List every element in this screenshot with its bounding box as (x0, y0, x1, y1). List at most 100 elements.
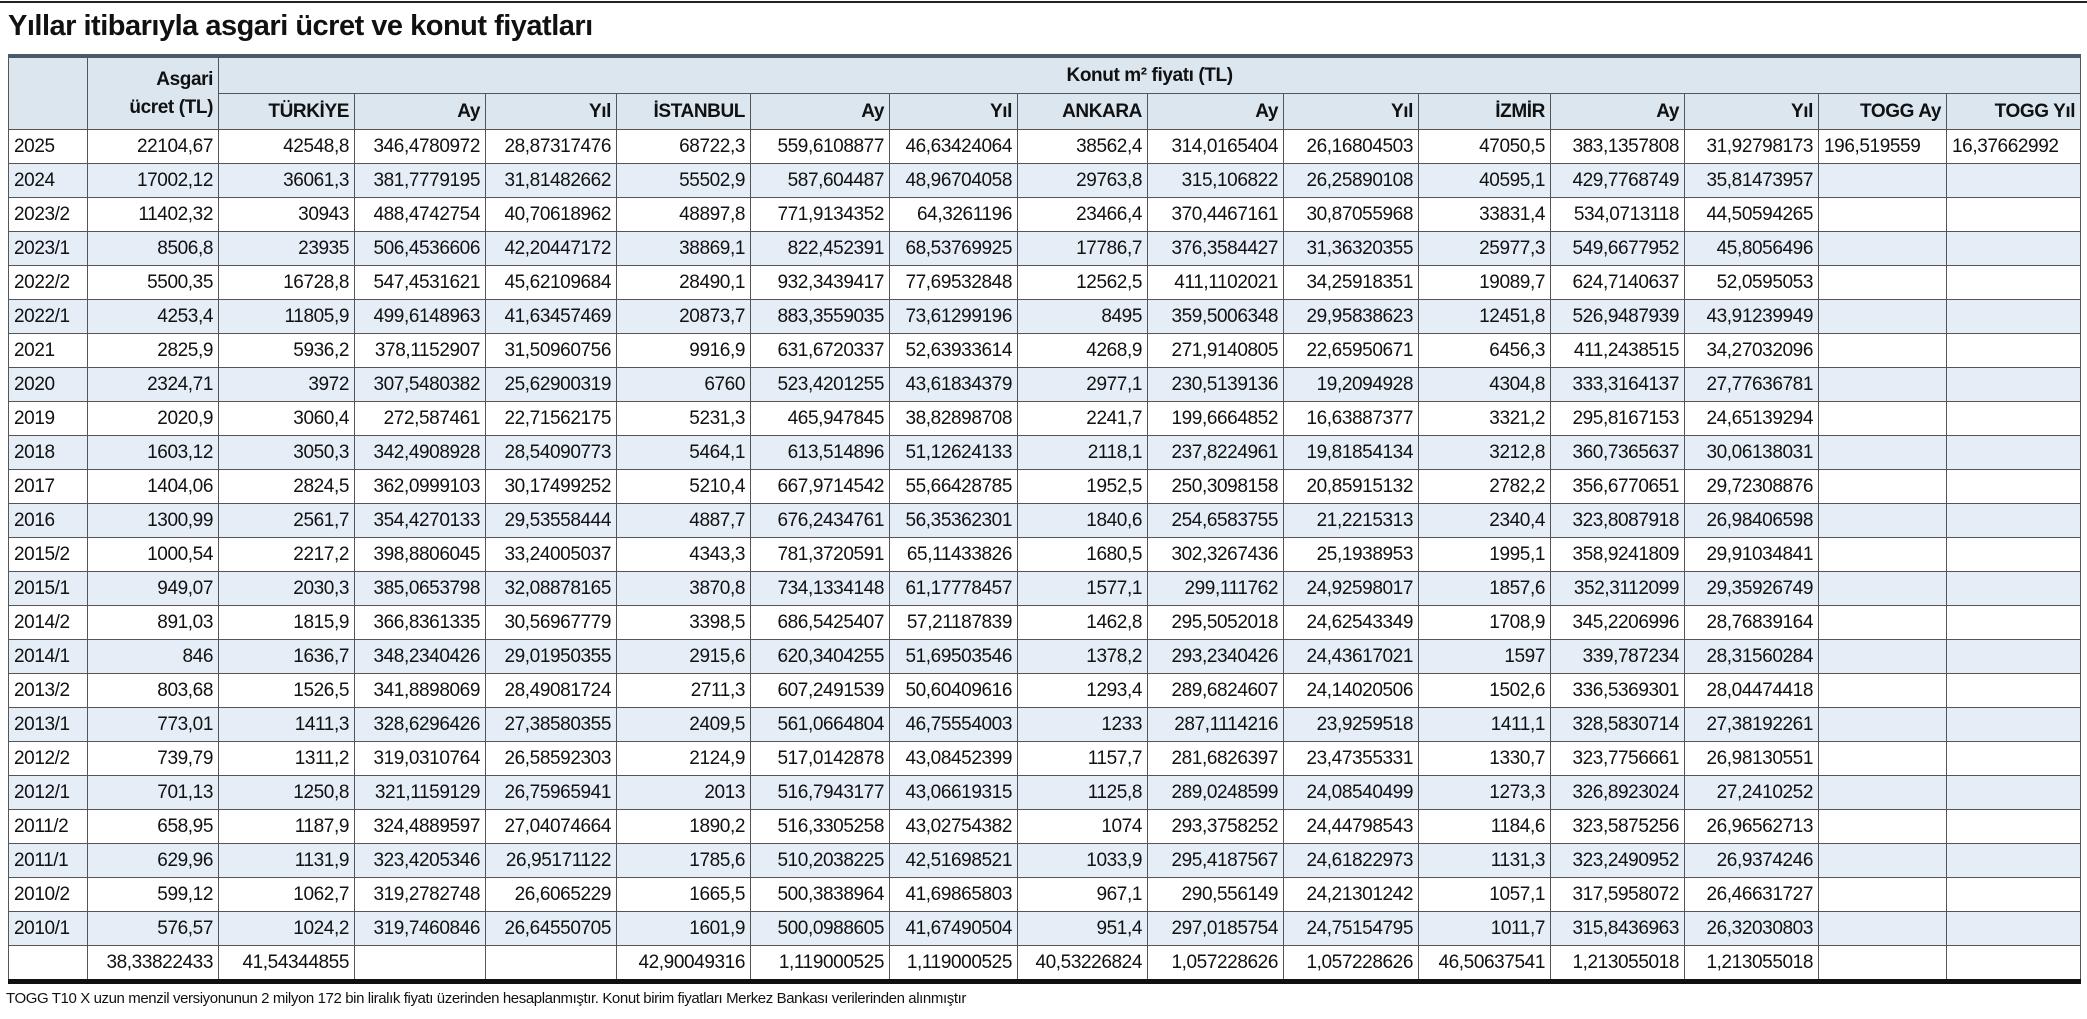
cell: 30,17499252 (485, 469, 617, 504)
cell: 328,6296426 (354, 707, 486, 742)
column-header: Yıl (485, 93, 617, 130)
cell: 11402,32 (87, 197, 219, 232)
cell: 24,08540499 (1283, 775, 1419, 810)
cell: 314,0165404 (1147, 129, 1284, 164)
cell: 25,1938953 (1283, 537, 1419, 572)
cell: 42,51698521 (889, 843, 1018, 878)
cell: 295,4187567 (1147, 843, 1284, 878)
cell: 22,71562175 (485, 401, 617, 436)
table-body: 2025 22104,67 42548,8 346,4780972 28,8731747… (8, 129, 2082, 982)
cell: 42,20447172 (485, 231, 617, 266)
cell: 33831,4 (1418, 197, 1551, 232)
cell: 47050,5 (1418, 129, 1551, 164)
cell: 28,76839164 (1684, 605, 1819, 640)
row-label: 2014/2 (8, 605, 88, 640)
cell: 30,87055968 (1283, 197, 1419, 232)
cell: 21,2215313 (1283, 503, 1419, 538)
cell: 16728,8 (218, 265, 355, 300)
table-row: 2015/1 949,07 2030,3 385,0653798 32,08878165… (8, 571, 2082, 606)
row-label: 2023/2 (8, 197, 88, 232)
table-row: 2023/1 8506,8 23935 506,4536606 42,20447172 3… (8, 231, 2082, 266)
cell: 52,0595053 (1684, 265, 1819, 300)
cell: 29,53558444 (485, 503, 617, 538)
cell: 48,96704058 (889, 163, 1018, 198)
cell: 2915,6 (616, 639, 751, 674)
table-row: 2014/1 846 1636,7 348,2340426 29,01950355 291… (8, 639, 2082, 674)
cell: 526,9487939 (1550, 299, 1685, 334)
row-label: 2024 (8, 163, 88, 198)
cell: 2030,3 (218, 571, 355, 606)
corner-cell (8, 55, 88, 130)
cell: 26,64550705 (485, 911, 617, 946)
cell: 2824,5 (218, 469, 355, 504)
cell: 30,56967779 (485, 605, 617, 640)
cell: 686,5425407 (750, 605, 890, 640)
cell: 3212,8 (1418, 435, 1551, 470)
cell: 26,98130551 (1684, 741, 1819, 776)
cell: 370,4467161 (1147, 197, 1284, 232)
cell: 73,61299196 (889, 299, 1018, 334)
cell: 28490,1 (616, 265, 751, 300)
cell (1818, 333, 1947, 368)
cell: 43,91239949 (1684, 299, 1819, 334)
cell: 949,07 (87, 571, 219, 606)
cell (1818, 877, 1947, 912)
cell: 38869,1 (616, 231, 751, 266)
cell: 2977,1 (1017, 367, 1148, 402)
cell: 1250,8 (218, 775, 355, 810)
table-row: 2022/2 5500,35 16728,8 547,4531621 45,621096… (8, 265, 2082, 300)
cell: 2409,5 (616, 707, 751, 742)
cell: 465,947845 (750, 401, 890, 436)
cell: 846 (87, 639, 219, 674)
title: Yıllar itibarıyla asgari ücret ve konut … (8, 10, 593, 42)
cell: 547,4531621 (354, 265, 486, 300)
cell: 46,63424064 (889, 129, 1018, 164)
cell: 429,7768749 (1550, 163, 1685, 198)
cell: 46,75554003 (889, 707, 1018, 742)
cell: 658,95 (87, 809, 219, 844)
cell: 31,81482662 (485, 163, 617, 198)
cell (1945, 333, 2082, 368)
cell (1818, 231, 1947, 266)
cell: 44,50594265 (1684, 197, 1819, 232)
cell: 773,01 (87, 707, 219, 742)
cell (1945, 741, 2082, 776)
cell: 2340,4 (1418, 503, 1551, 538)
cell: 510,2038225 (750, 843, 890, 878)
cell: 321,1159129 (354, 775, 486, 810)
cell: 28,87317476 (485, 129, 617, 164)
row-label: 2014/1 (8, 639, 88, 674)
header-line: ücret (TL) (129, 96, 213, 118)
cell: 46,50637541 (1418, 945, 1551, 982)
table-row: 2021 2825,9 5936,2 378,1152907 31,50960756 99… (8, 333, 2082, 368)
cell: 951,4 (1017, 911, 1148, 946)
cell: 339,787234 (1550, 639, 1685, 674)
cell: 667,9714542 (750, 469, 890, 504)
column-header: Ay (354, 93, 486, 130)
cell: 534,0713118 (1550, 197, 1685, 232)
footnote: TOGG T10 X uzun menzil versiyonunun 2 mi… (6, 990, 966, 1007)
cell: 41,54344855 (218, 945, 355, 982)
cell: 28,31560284 (1684, 639, 1819, 674)
cell: 5500,35 (87, 265, 219, 300)
cell: 587,604487 (750, 163, 890, 198)
cell: 40595,1 (1418, 163, 1551, 198)
cell: 576,57 (87, 911, 219, 946)
cell (1818, 401, 1947, 436)
table-row: 2024 17002,12 36061,3 381,7779195 31,8148266… (8, 163, 2082, 198)
cell (1945, 809, 2082, 844)
row-label: 2020 (8, 367, 88, 402)
cell: 23,9259518 (1283, 707, 1419, 742)
cell: 1680,5 (1017, 537, 1148, 572)
table-row: 2019 2020,9 3060,4 272,587461 22,71562175 523… (8, 401, 2082, 436)
cell: 1404,06 (87, 469, 219, 504)
cell: 51,69503546 (889, 639, 1018, 674)
cell: 4887,7 (616, 503, 751, 538)
column-header: TOGG Yıl (1945, 93, 2082, 130)
cell (1818, 911, 1947, 946)
cell: 289,0248599 (1147, 775, 1284, 810)
cell: 613,514896 (750, 435, 890, 470)
cell: 1074 (1017, 809, 1148, 844)
cell: 45,8056496 (1684, 231, 1819, 266)
cell: 345,2206996 (1550, 605, 1685, 640)
